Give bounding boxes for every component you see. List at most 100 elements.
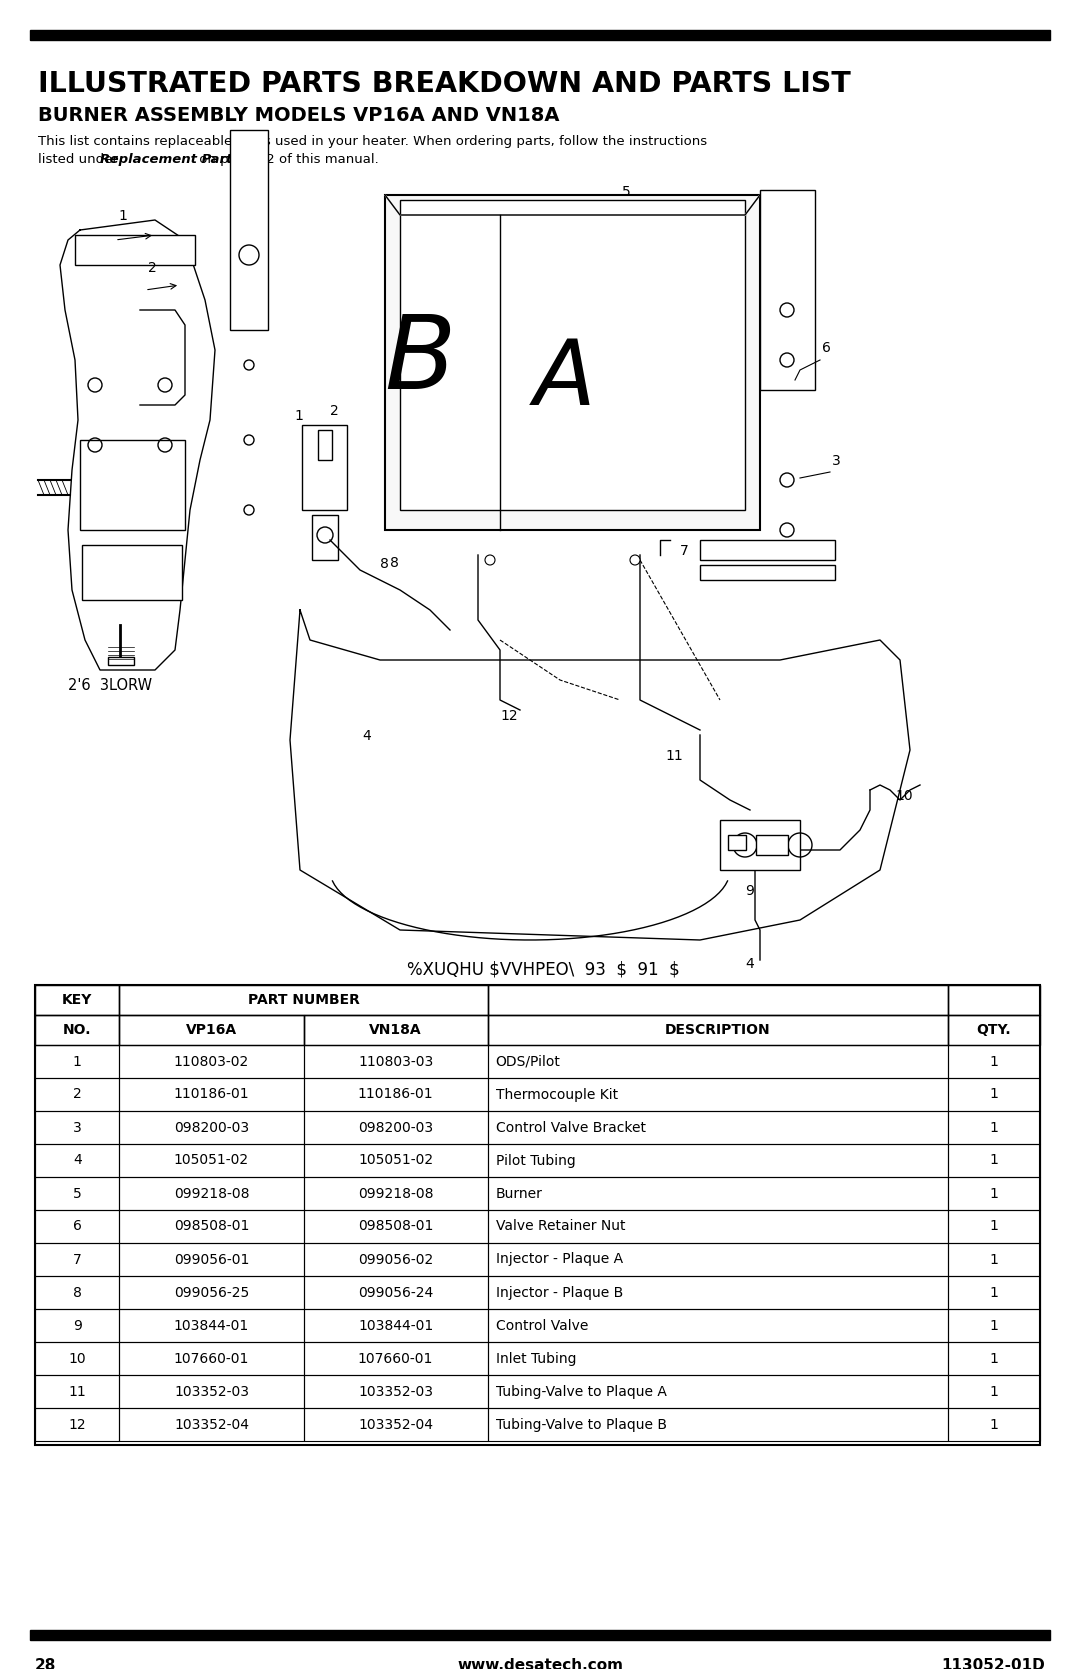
Text: 12: 12 bbox=[68, 1417, 86, 1432]
Bar bbox=[948, 1409, 1040, 1440]
Bar bbox=[948, 1375, 1040, 1409]
Text: 2: 2 bbox=[148, 260, 157, 275]
Text: Injector - Plaque B: Injector - Plaque B bbox=[496, 1285, 623, 1300]
Text: 1: 1 bbox=[72, 1055, 82, 1068]
Text: B: B bbox=[384, 310, 456, 411]
Text: listed under: listed under bbox=[38, 154, 122, 165]
Bar bbox=[948, 1143, 1040, 1177]
Bar bbox=[120, 1210, 303, 1243]
Text: on page 32 of this manual.: on page 32 of this manual. bbox=[195, 154, 379, 165]
Text: 6: 6 bbox=[822, 340, 831, 355]
Bar bbox=[120, 1143, 303, 1177]
Bar bbox=[488, 1078, 948, 1112]
Text: Inlet Tubing: Inlet Tubing bbox=[496, 1352, 576, 1365]
Bar bbox=[948, 1078, 1040, 1112]
Text: 8: 8 bbox=[72, 1285, 82, 1300]
Text: 4: 4 bbox=[745, 956, 754, 971]
Text: BURNER ASSEMBLY MODELS VP16A AND VN18A: BURNER ASSEMBLY MODELS VP16A AND VN18A bbox=[38, 107, 559, 125]
Text: 103844-01: 103844-01 bbox=[357, 1319, 433, 1332]
Bar bbox=[488, 985, 948, 1015]
Bar bbox=[35, 985, 1040, 1445]
Bar bbox=[120, 1409, 303, 1440]
Bar bbox=[35, 1078, 120, 1112]
Text: 6: 6 bbox=[72, 1220, 82, 1233]
Bar bbox=[488, 1277, 948, 1308]
Bar bbox=[302, 426, 347, 511]
Bar bbox=[120, 1045, 303, 1078]
Text: 099056-02: 099056-02 bbox=[357, 1252, 433, 1267]
Bar bbox=[303, 1342, 488, 1375]
Bar bbox=[120, 1342, 303, 1375]
Text: 113052-01D: 113052-01D bbox=[942, 1657, 1045, 1669]
Bar bbox=[35, 1409, 120, 1440]
Text: 103352-04: 103352-04 bbox=[174, 1417, 249, 1432]
Text: 110803-02: 110803-02 bbox=[174, 1055, 249, 1068]
Text: 1: 1 bbox=[989, 1088, 998, 1102]
Text: 7: 7 bbox=[72, 1252, 82, 1267]
Bar bbox=[400, 200, 745, 511]
Text: QTY.: QTY. bbox=[976, 1023, 1011, 1036]
Text: NO.: NO. bbox=[63, 1023, 92, 1036]
Bar bbox=[35, 1243, 120, 1277]
Bar bbox=[318, 431, 332, 461]
Text: 1: 1 bbox=[989, 1220, 998, 1233]
Text: VP16A: VP16A bbox=[186, 1023, 237, 1036]
Bar bbox=[303, 1015, 488, 1045]
Bar bbox=[488, 1143, 948, 1177]
Text: 098200-03: 098200-03 bbox=[174, 1120, 249, 1135]
Text: KEY: KEY bbox=[62, 993, 93, 1006]
Text: 1: 1 bbox=[989, 1187, 998, 1200]
Bar bbox=[303, 1078, 488, 1112]
Text: Injector - Plaque A: Injector - Plaque A bbox=[496, 1252, 623, 1267]
Text: 11: 11 bbox=[68, 1385, 86, 1399]
Text: 1: 1 bbox=[989, 1417, 998, 1432]
Text: www.desatech.com: www.desatech.com bbox=[457, 1657, 623, 1669]
Text: 110186-01: 110186-01 bbox=[357, 1088, 433, 1102]
Bar bbox=[384, 195, 760, 531]
Bar bbox=[35, 1308, 120, 1342]
Text: A: A bbox=[535, 335, 596, 424]
Text: 9: 9 bbox=[72, 1319, 82, 1332]
Bar bbox=[728, 834, 746, 850]
Bar bbox=[75, 235, 195, 265]
Bar bbox=[948, 1342, 1040, 1375]
Bar bbox=[120, 985, 488, 1015]
Text: 098200-03: 098200-03 bbox=[357, 1120, 433, 1135]
Bar bbox=[120, 1243, 303, 1277]
Text: 1: 1 bbox=[118, 209, 126, 224]
Bar bbox=[35, 1375, 120, 1409]
Bar bbox=[700, 541, 835, 561]
Text: Control Valve: Control Valve bbox=[496, 1319, 588, 1332]
Bar bbox=[303, 1308, 488, 1342]
Bar bbox=[120, 1277, 303, 1308]
Bar bbox=[303, 1045, 488, 1078]
Bar bbox=[488, 1045, 948, 1078]
Bar bbox=[488, 1243, 948, 1277]
Circle shape bbox=[630, 556, 640, 566]
Bar bbox=[948, 1112, 1040, 1143]
Text: 4: 4 bbox=[72, 1153, 82, 1168]
Bar bbox=[948, 1015, 1040, 1045]
Bar bbox=[488, 1409, 948, 1440]
Text: 110803-03: 110803-03 bbox=[357, 1055, 433, 1068]
Text: 11: 11 bbox=[665, 749, 683, 763]
Text: 8: 8 bbox=[380, 557, 389, 571]
Text: 103844-01: 103844-01 bbox=[174, 1319, 249, 1332]
Text: %XUQHU $VVHPEO\  93  $  91  $: %XUQHU $VVHPEO\ 93 $ 91 $ bbox=[407, 960, 679, 978]
Bar bbox=[35, 1143, 120, 1177]
Bar bbox=[120, 1308, 303, 1342]
Bar bbox=[120, 1375, 303, 1409]
Bar bbox=[760, 190, 815, 391]
Text: 110186-01: 110186-01 bbox=[174, 1088, 249, 1102]
Text: 9: 9 bbox=[745, 885, 754, 898]
Bar bbox=[30, 1631, 1050, 1641]
Bar bbox=[303, 1210, 488, 1243]
Text: 107660-01: 107660-01 bbox=[174, 1352, 249, 1365]
Text: 12: 12 bbox=[500, 709, 517, 723]
Text: 1: 1 bbox=[989, 1285, 998, 1300]
Bar bbox=[303, 1375, 488, 1409]
Text: Replacement Parts: Replacement Parts bbox=[100, 154, 240, 165]
Bar bbox=[948, 1210, 1040, 1243]
Bar bbox=[488, 1177, 948, 1210]
Bar bbox=[35, 1177, 120, 1210]
